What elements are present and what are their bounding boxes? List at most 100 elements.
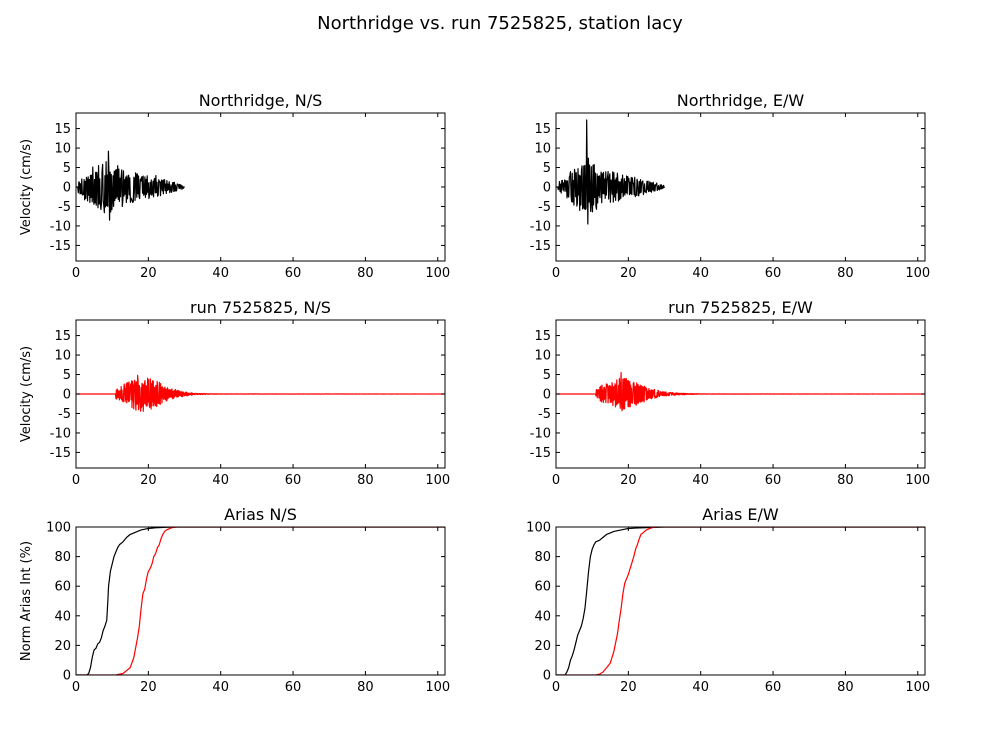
x-tick-label: 80 (837, 266, 854, 281)
y-tick-label: 15 (54, 122, 71, 137)
simulated-trace (76, 527, 445, 675)
recorded-trace (556, 119, 665, 225)
x-tick-label: 80 (357, 266, 374, 281)
y-axis-label: Velocity (cm/s) (19, 139, 34, 235)
panel-ew-simulated: 0 20 40 60 80 100 -15 -10 -5 0 5 10 15 run 7525825, E… (530, 298, 930, 488)
y-tick-label: -5 (538, 200, 551, 215)
x-tick-label: 100 (425, 266, 450, 281)
series-group (556, 119, 665, 225)
x-tick-label: 80 (837, 680, 854, 695)
figure-title: Northridge vs. run 7525825, station lacy (317, 13, 683, 34)
y-tick-label: 5 (543, 161, 551, 176)
y-tick-label: -15 (50, 239, 71, 254)
y-tick-label: 15 (534, 329, 551, 344)
x-tick-label: 100 (905, 680, 930, 695)
y-tick-label: -5 (58, 407, 71, 422)
panel-title: run 7525825, E/W (668, 298, 813, 317)
simulated-trace (556, 527, 925, 675)
y-tick-label: 100 (46, 521, 71, 536)
y-tick-label: 0 (543, 181, 551, 196)
x-tick-label: 40 (212, 680, 229, 695)
y-tick-label: 0 (63, 669, 71, 684)
x-tick-label: 40 (692, 680, 709, 695)
y-tick-label: -10 (530, 219, 551, 234)
x-tick-label: 0 (72, 266, 80, 281)
x-tick-label: 20 (620, 266, 637, 281)
y-tick-label: -10 (50, 219, 71, 234)
y-axis-label: Norm Arias Int (%) (19, 541, 34, 661)
axes-frame (75, 112, 446, 262)
y-tick-label: 15 (534, 122, 551, 137)
x-tick-label: 20 (620, 680, 637, 695)
y-tick-label: 5 (543, 368, 551, 383)
recorded-trace (556, 527, 925, 675)
y-tick-label: 10 (54, 349, 71, 364)
recorded-trace (76, 150, 185, 221)
y-tick-label: 5 (63, 161, 71, 176)
y-tick-label: 100 (526, 521, 551, 536)
x-tick-label: 20 (140, 473, 157, 488)
x-tick-label: 100 (425, 473, 450, 488)
x-tick-label: 40 (692, 473, 709, 488)
simulated-trace (76, 374, 445, 412)
y-tick-label: 80 (534, 550, 551, 565)
y-tick-label: 0 (543, 669, 551, 684)
x-tick-label: 60 (285, 473, 302, 488)
x-tick-label: 40 (212, 473, 229, 488)
y-tick-label: 10 (534, 349, 551, 364)
x-tick-label: 40 (212, 266, 229, 281)
y-tick-label: 15 (54, 329, 71, 344)
x-tick-label: 60 (285, 680, 302, 695)
y-tick-label: 10 (534, 142, 551, 157)
y-tick-label: 0 (543, 388, 551, 403)
series-group (76, 374, 445, 412)
y-tick-label: 80 (54, 550, 71, 565)
panel-title: run 7525825, N/S (190, 298, 331, 317)
recorded-trace (76, 527, 445, 675)
y-tick-label: -15 (530, 239, 551, 254)
y-tick-label: -15 (50, 446, 71, 461)
x-tick-label: 80 (357, 680, 374, 695)
x-tick-label: 0 (72, 473, 80, 488)
y-axis-label: Velocity (cm/s) (19, 346, 34, 442)
y-tick-label: -15 (530, 446, 551, 461)
x-tick-label: 20 (140, 680, 157, 695)
y-tick-label: 60 (534, 580, 551, 595)
y-tick-label: -10 (50, 426, 71, 441)
y-tick-label: 0 (63, 388, 71, 403)
x-tick-label: 80 (357, 473, 374, 488)
y-tick-label: -10 (530, 426, 551, 441)
panel-ew-recorded: 0 20 40 60 80 100 -15 -10 -5 0 5 10 15 Northridge, E/… (530, 91, 930, 281)
x-tick-label: 20 (620, 473, 637, 488)
series-group (556, 527, 925, 675)
series-group (76, 150, 185, 221)
y-tick-label: 0 (63, 181, 71, 196)
x-tick-label: 100 (425, 680, 450, 695)
x-tick-label: 100 (905, 266, 930, 281)
panel-arias-ew: 0 20 40 60 80 100 0 20 40 60 80 100 Arias E/W (526, 505, 930, 695)
x-tick-label: 60 (765, 473, 782, 488)
x-tick-label: 60 (285, 266, 302, 281)
panel-ns-simulated: 0 20 40 60 80 100 -15 -10 -5 0 5 10 15 run 7525825, N… (19, 298, 450, 488)
x-tick-label: 80 (837, 473, 854, 488)
x-tick-label: 40 (692, 266, 709, 281)
y-tick-label: 60 (54, 580, 71, 595)
axes-frame (555, 526, 926, 676)
series-group (76, 527, 445, 675)
x-tick-label: 0 (552, 473, 560, 488)
panel-title: Northridge, N/S (199, 91, 323, 110)
panel-ns-recorded: 0 20 40 60 80 100 -15 -10 -5 0 5 10 15 Northridge, N/… (19, 91, 450, 281)
x-tick-label: 0 (552, 266, 560, 281)
panel-title: Arias N/S (224, 505, 297, 524)
y-tick-label: 40 (534, 609, 551, 624)
x-tick-label: 100 (905, 473, 930, 488)
series-group (556, 371, 925, 412)
x-tick-label: 0 (552, 680, 560, 695)
y-tick-label: 20 (54, 639, 71, 654)
x-tick-label: 60 (765, 680, 782, 695)
y-tick-label: 40 (54, 609, 71, 624)
y-tick-label: -5 (58, 200, 71, 215)
x-tick-label: 20 (140, 266, 157, 281)
y-tick-label: 5 (63, 368, 71, 383)
